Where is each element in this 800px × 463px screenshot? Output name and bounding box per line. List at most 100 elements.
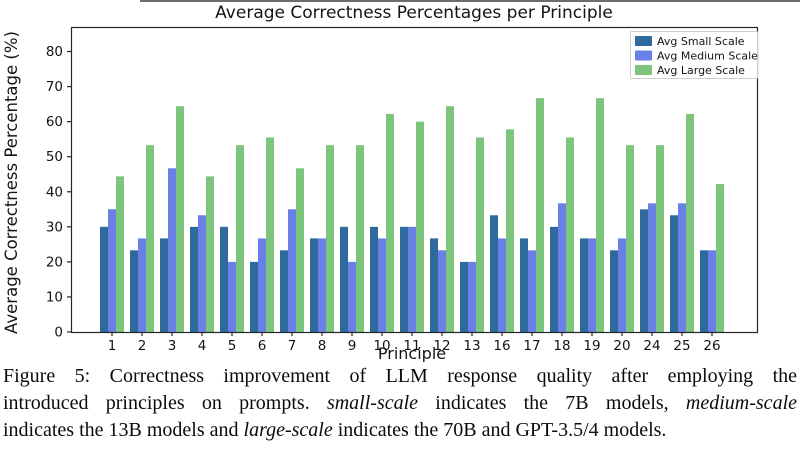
x-tick-label: 20 — [613, 338, 630, 354]
bar-avg-large-scale-p19 — [596, 98, 604, 333]
legend-label-avg-small-scale: Avg Small Scale — [657, 35, 745, 48]
bar-avg-medium-scale-p4 — [198, 215, 206, 332]
caption-emphasis: medium-scale — [685, 392, 797, 414]
bar-avg-small-scale-p26 — [700, 250, 708, 332]
bar-avg-small-scale-p7 — [280, 250, 288, 332]
y-tick-label: 60 — [46, 114, 63, 130]
bar-avg-small-scale-p8 — [310, 238, 318, 332]
bar-avg-large-scale-p26 — [716, 184, 724, 332]
x-axis-label: Principle — [378, 344, 446, 362]
bar-avg-large-scale-p4 — [206, 176, 214, 332]
bar-avg-small-scale-p20 — [610, 250, 618, 332]
bar-avg-small-scale-p5 — [220, 226, 228, 332]
bar-avg-large-scale-p11 — [416, 121, 424, 332]
caption-line-2: introduced principles on prompts. small-… — [3, 390, 797, 417]
bar-avg-large-scale-p12 — [446, 106, 454, 332]
caption-text: indicates the 70B and GPT-3.5/4 models. — [332, 419, 667, 441]
caption-text: Figure 5: Correctness improvement of LLM… — [3, 365, 797, 387]
figure-caption: Figure 5: Correctness improvement of LLM… — [3, 363, 797, 444]
bar-avg-medium-scale-p6 — [258, 238, 266, 332]
bar-avg-large-scale-p13 — [476, 137, 484, 332]
bar-avg-small-scale-p24 — [640, 209, 648, 332]
legend-swatch-avg-large-scale — [635, 65, 652, 75]
bar-avg-small-scale-p13 — [460, 261, 468, 332]
bar-avg-large-scale-p10 — [386, 113, 394, 332]
legend-swatch-avg-small-scale — [635, 36, 652, 46]
bar-avg-large-scale-p6 — [266, 137, 274, 332]
y-tick-label: 50 — [46, 149, 63, 165]
x-tick-label: 17 — [523, 338, 540, 354]
y-tick-label: 10 — [46, 289, 63, 305]
x-tick-label: 24 — [643, 338, 660, 354]
x-tick-label: 1 — [108, 338, 117, 354]
bar-chart: Average Correctness Percentages per Prin… — [2, 0, 800, 362]
x-tick-label: 2 — [138, 338, 147, 354]
bar-avg-large-scale-p20 — [626, 145, 634, 332]
bar-avg-medium-scale-p16 — [498, 238, 506, 332]
bar-avg-medium-scale-p8 — [318, 238, 326, 332]
bar-avg-medium-scale-p26 — [708, 250, 716, 332]
bar-avg-medium-scale-p12 — [438, 250, 446, 332]
legend-label-avg-large-scale: Avg Large Scale — [657, 64, 745, 77]
x-tick-label: 10 — [373, 338, 390, 354]
x-tick-label: 19 — [583, 338, 600, 354]
bar-avg-large-scale-p25 — [686, 113, 694, 332]
bar-avg-large-scale-p9 — [356, 145, 364, 332]
bar-avg-large-scale-p8 — [326, 145, 334, 332]
bar-avg-medium-scale-p25 — [678, 203, 686, 332]
bar-avg-large-scale-p3 — [176, 106, 184, 332]
x-tick-label: 25 — [673, 338, 690, 354]
x-tick-label: 12 — [433, 338, 450, 354]
bar-avg-medium-scale-p18 — [558, 203, 566, 332]
x-tick-label: 13 — [463, 338, 480, 354]
bar-avg-large-scale-p1 — [116, 176, 124, 332]
y-tick-label: 30 — [46, 219, 63, 235]
bar-avg-small-scale-p1 — [100, 226, 108, 332]
caption-text: introduced principles on prompts. — [3, 392, 327, 414]
y-tick-label: 20 — [46, 254, 63, 270]
x-tick-label: 16 — [493, 338, 510, 354]
bar-avg-large-scale-p7 — [296, 168, 304, 332]
y-tick-label: 0 — [54, 325, 63, 341]
bar-avg-small-scale-p6 — [250, 261, 258, 332]
bar-avg-small-scale-p4 — [190, 226, 198, 332]
bar-avg-small-scale-p19 — [580, 238, 588, 332]
x-tick-label: 5 — [228, 338, 237, 354]
bar-avg-large-scale-p2 — [146, 145, 154, 332]
caption-line-3: indicates the 13B models and large-scale… — [3, 417, 797, 444]
bar-avg-medium-scale-p13 — [468, 261, 476, 332]
bar-avg-medium-scale-p20 — [618, 238, 626, 332]
x-tick-label: 4 — [198, 338, 207, 354]
bar-avg-small-scale-p2 — [130, 250, 138, 332]
bar-avg-large-scale-p18 — [566, 137, 574, 332]
bar-avg-medium-scale-p24 — [648, 203, 656, 332]
x-tick-label: 26 — [703, 338, 720, 354]
legend-swatch-avg-medium-scale — [635, 50, 652, 61]
bar-avg-small-scale-p9 — [340, 226, 348, 332]
bar-avg-small-scale-p11 — [400, 226, 408, 332]
bar-avg-large-scale-p24 — [656, 145, 664, 332]
chart-title: Average Correctness Percentages per Prin… — [215, 3, 613, 23]
caption-text: indicates the 7B models, — [418, 392, 686, 414]
x-tick-label: 18 — [553, 338, 570, 354]
bar-avg-small-scale-p16 — [490, 215, 498, 332]
bar-avg-large-scale-p5 — [236, 145, 244, 332]
bar-avg-large-scale-p16 — [506, 129, 514, 332]
y-axis-label: Average Correctness Percentage (%) — [2, 31, 21, 334]
bar-avg-medium-scale-p10 — [378, 238, 386, 332]
bar-avg-medium-scale-p5 — [228, 261, 236, 332]
bar-avg-small-scale-p18 — [550, 226, 558, 332]
bar-avg-small-scale-p25 — [670, 215, 678, 332]
bar-avg-small-scale-p10 — [370, 226, 378, 332]
x-tick-label: 11 — [403, 338, 420, 354]
bar-avg-medium-scale-p9 — [348, 261, 356, 332]
bar-avg-medium-scale-p17 — [528, 250, 536, 332]
x-tick-label: 9 — [348, 338, 357, 354]
bar-avg-small-scale-p3 — [160, 238, 168, 332]
y-tick-label: 80 — [46, 44, 63, 60]
bar-avg-large-scale-p17 — [536, 98, 544, 333]
x-tick-label: 7 — [288, 338, 297, 354]
bar-avg-small-scale-p12 — [430, 238, 438, 332]
caption-emphasis: large-scale — [243, 419, 333, 441]
